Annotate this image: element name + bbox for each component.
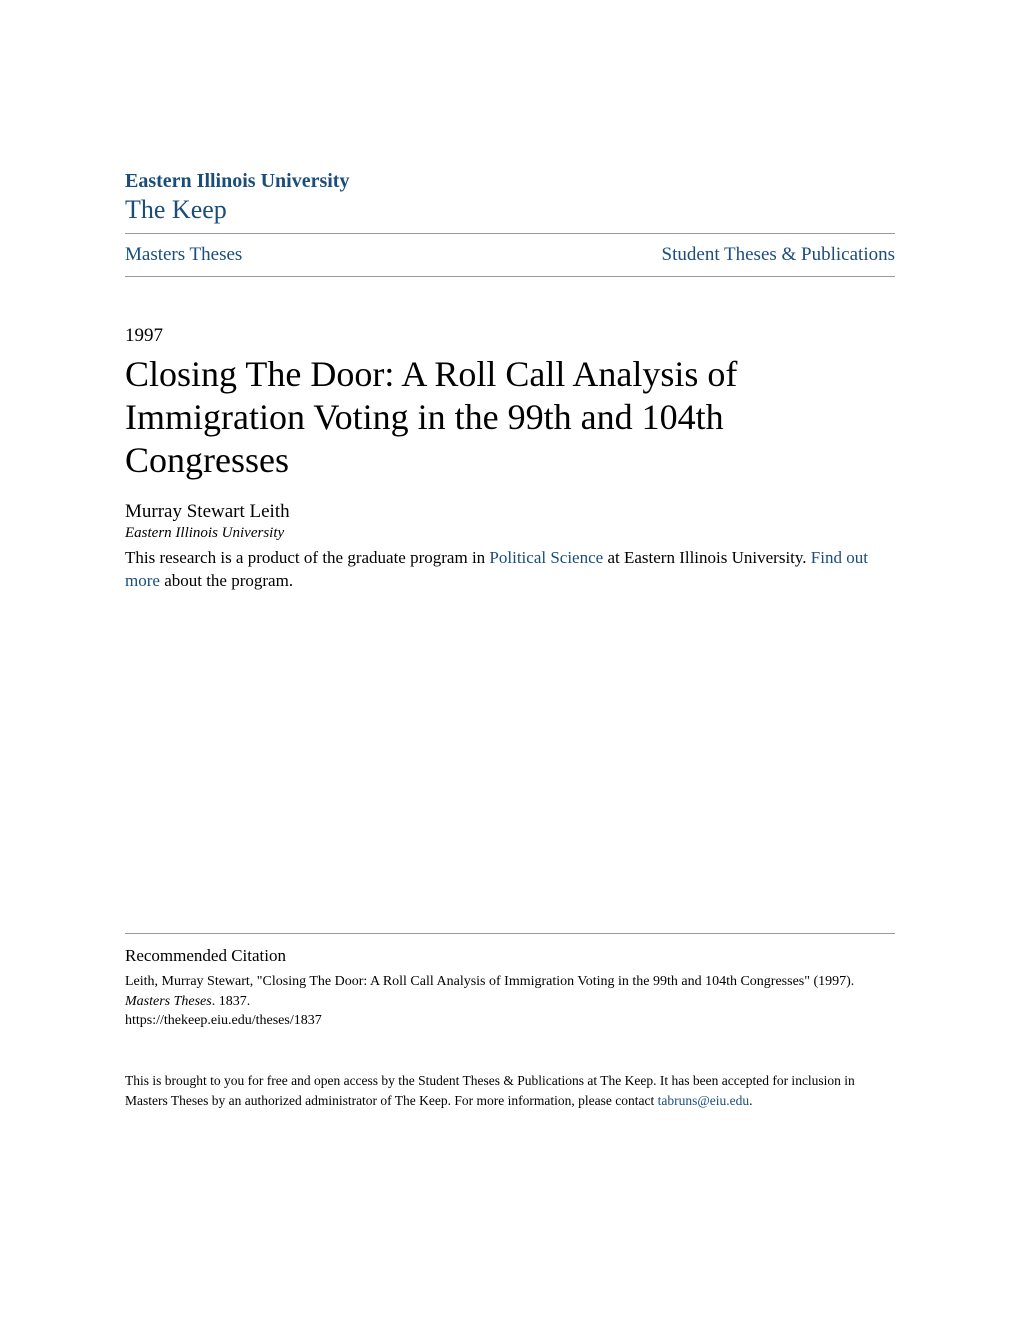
breadcrumb-nav: Masters Theses Student Theses & Publicat… [125,233,895,277]
description-prefix: This research is a product of the gradua… [125,548,489,567]
nav-collection-link[interactable]: Masters Theses [125,244,242,266]
citation-line1-suffix: . 1837. [212,994,251,1009]
citation-section: Recommended Citation Leith, Murray Stewa… [125,933,895,1031]
citation-url: https://thekeep.eiu.edu/theses/1837 [125,1013,322,1028]
citation-line1-prefix: Leith, Murray Stewart, "Closing The Door… [125,974,854,989]
access-statement: This is brought to you for free and open… [125,1071,895,1110]
repository-name[interactable]: The Keep [125,195,895,225]
program-description: This research is a product of the gradua… [125,546,895,594]
institution-name: Eastern Illinois University [125,170,895,193]
author-affiliation: Eastern Illinois University [125,525,895,542]
description-suffix: about the program. [160,571,293,590]
citation-heading: Recommended Citation [125,946,895,966]
header: Eastern Illinois University The Keep [125,170,895,225]
program-link[interactable]: Political Science [489,548,603,567]
author-name: Murray Stewart Leith [125,501,895,523]
description-middle: at Eastern Illinois University. [603,548,811,567]
citation-body: Leith, Murray Stewart, "Closing The Door… [125,972,895,1031]
contact-email-link[interactable]: tabruns@eiu.edu [658,1093,750,1108]
page-container: Eastern Illinois University The Keep Mas… [0,0,1020,1190]
document-title: Closing The Door: A Roll Call Analysis o… [125,353,895,483]
publication-year: 1997 [125,325,895,347]
footer-suffix: . [749,1093,752,1108]
citation-series-title: Masters Theses [125,994,212,1009]
nav-parent-link[interactable]: Student Theses & Publications [662,244,895,266]
